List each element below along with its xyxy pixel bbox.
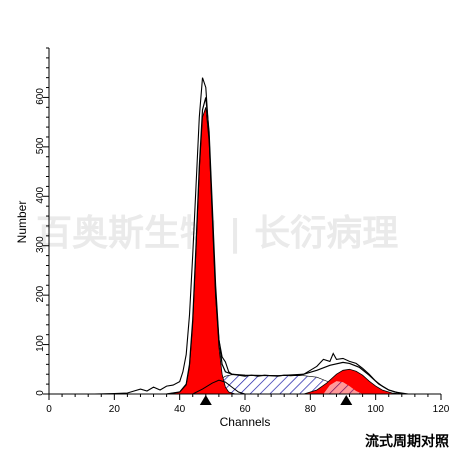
- series-g2m-overlap: [323, 381, 363, 394]
- x-tick-label: 40: [174, 404, 186, 415]
- y-tick-label: 300: [35, 236, 46, 253]
- x-tick-label: 0: [46, 404, 52, 415]
- x-tick-label: 20: [109, 404, 121, 415]
- y-tick-label: 100: [35, 335, 46, 352]
- y-tick-label: 200: [35, 285, 46, 302]
- x-tick-label: 120: [433, 404, 450, 415]
- x-axis-title: Channels: [220, 415, 271, 429]
- series-dip-curve: [192, 379, 246, 395]
- y-tick-label: 400: [35, 187, 46, 204]
- plot-area: [94, 77, 409, 395]
- x-tick-label: 100: [367, 404, 384, 415]
- y-tick-label: 600: [35, 88, 46, 105]
- series-histogram-line: [94, 77, 409, 395]
- x-tick-label: 80: [305, 404, 317, 415]
- y-axis-title: Number: [15, 201, 29, 244]
- series-fit-total-line: [166, 97, 402, 395]
- x-axis: 0 20 40 60 80 100 120: [46, 393, 450, 415]
- y-axis: 0 100 200 300 400 500 600: [35, 47, 50, 396]
- y-tick-label: 0: [35, 390, 46, 396]
- peak-marker-triangle: [340, 395, 353, 405]
- x-tick-label: 60: [239, 404, 251, 415]
- watermark-text: 百奥斯生物 | 长衍病理: [36, 213, 398, 254]
- peak-marker-triangle: [199, 395, 212, 405]
- y-tick-label: 500: [35, 137, 46, 154]
- caption-text: 流式周期对照: [365, 433, 449, 450]
